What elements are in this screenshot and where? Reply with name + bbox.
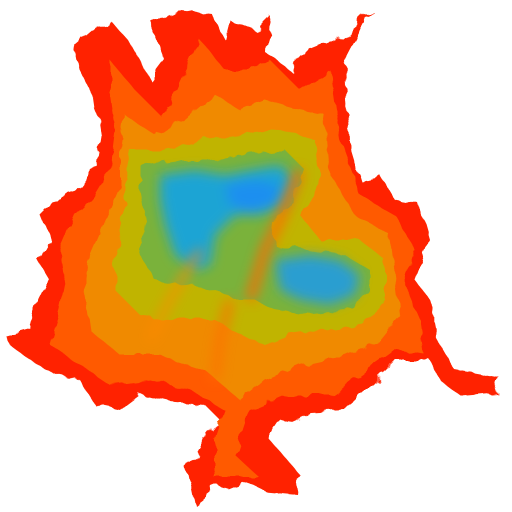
core-blue-peak [225, 180, 280, 212]
elevation-core-blue [160, 165, 360, 305]
ridge-east [245, 168, 305, 302]
ridge-south [211, 299, 234, 381]
ridge-streaks [147, 168, 305, 381]
core-blue-east [275, 255, 360, 305]
ridge-southwest [147, 248, 203, 342]
